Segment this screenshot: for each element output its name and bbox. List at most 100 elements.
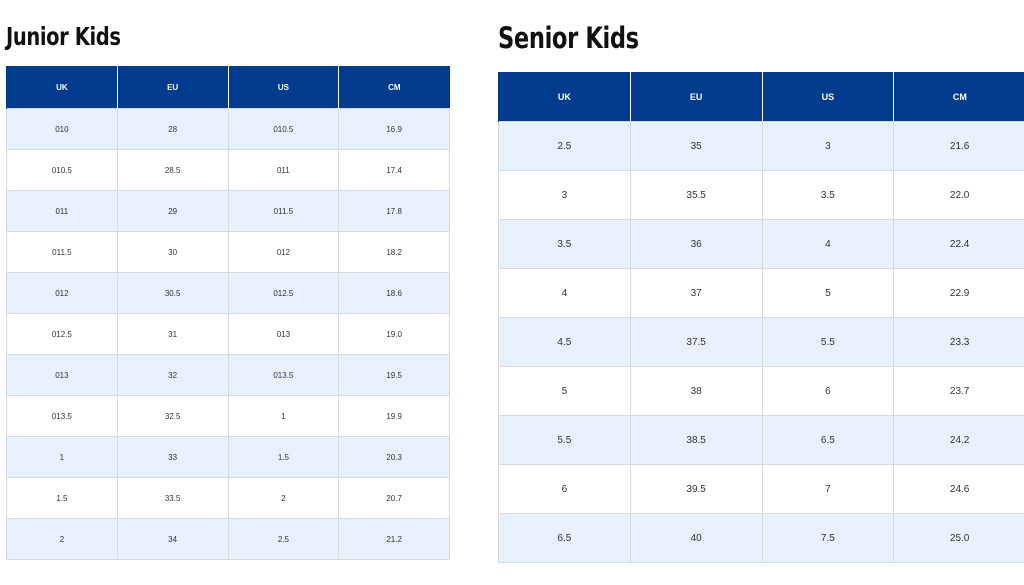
cell-uk: 010.5 (6, 149, 118, 191)
header-row: UK EU US CM (6, 66, 450, 109)
cell-us: 6.5 (761, 415, 895, 465)
table-row: 1 33 1.5 20.3 (6, 436, 450, 478)
cell-eu: 35 (629, 121, 763, 171)
table-row: 5 38 6 23.7 (498, 366, 1024, 416)
cell-uk: 010 (6, 108, 118, 150)
table-row: 010.5 28.5 011 17.4 (6, 149, 450, 191)
cell-us: 013 (227, 313, 340, 355)
junior-kids-size-table: UK EU US CM 010 28 010.5 16.9 010.5 28.5 011 17.4 0… (6, 66, 450, 560)
cell-uk: 4.5 (498, 317, 631, 367)
column-header-eu: EU (629, 72, 762, 122)
table-row: 013.5 32.5 1 19.9 (6, 395, 450, 437)
cell-cm: 23.3 (893, 317, 1024, 367)
cell-us: 6 (761, 366, 895, 416)
cell-uk: 1 (6, 436, 118, 478)
cell-eu: 30 (116, 231, 229, 273)
table-row: 012 30.5 012.5 18.6 (6, 272, 450, 314)
cell-uk: 013.5 (6, 395, 118, 437)
cell-cm: 25.0 (893, 513, 1024, 563)
table-row: 013 32 013.5 19.5 (6, 354, 450, 396)
cell-uk: 5 (498, 366, 631, 416)
cell-eu: 28 (116, 108, 229, 150)
column-header-uk: UK (6, 66, 118, 109)
cell-eu: 38 (629, 366, 763, 416)
cell-uk: 012 (6, 272, 118, 314)
table-row: 4 37 5 22.9 (498, 268, 1024, 318)
cell-cm: 18.6 (338, 272, 450, 314)
table-row: 3 35.5 3.5 22.0 (498, 170, 1024, 220)
cell-eu: 39.5 (629, 464, 763, 514)
table-row: 3.5 36 4 22.4 (498, 219, 1024, 269)
cell-cm: 21.2 (338, 518, 450, 560)
cell-us: 012.5 (227, 272, 340, 314)
cell-cm: 22.9 (893, 268, 1024, 318)
cell-cm: 23.7 (893, 366, 1024, 416)
cell-uk: 011 (6, 190, 118, 232)
cell-us: 010.5 (227, 108, 340, 150)
column-header-uk: UK (498, 72, 631, 122)
cell-eu: 36 (629, 219, 763, 269)
cell-cm: 22.0 (893, 170, 1024, 220)
column-header-cm: CM (893, 72, 1024, 122)
cell-us: 011 (227, 149, 340, 191)
table-row: 1.5 33.5 2 20.7 (6, 477, 450, 519)
cell-us: 011.5 (227, 190, 340, 232)
cell-cm: 21.6 (893, 121, 1024, 171)
cell-uk: 013 (6, 354, 118, 396)
cell-cm: 19.0 (338, 313, 450, 355)
cell-cm: 19.9 (338, 395, 450, 437)
cell-uk: 2.5 (498, 121, 631, 171)
column-header-us: US (227, 66, 339, 109)
cell-eu: 29 (116, 190, 229, 232)
table-row: 012.5 31 013 19.0 (6, 313, 450, 355)
table-row: 011.5 30 012 18.2 (6, 231, 450, 273)
cell-eu: 31 (116, 313, 229, 355)
cell-cm: 17.8 (338, 190, 450, 232)
cell-uk: 6.5 (498, 513, 631, 563)
cell-us: 1.5 (227, 436, 340, 478)
cell-eu: 37.5 (629, 317, 763, 367)
cell-uk: 011.5 (6, 231, 118, 273)
cell-us: 2.5 (227, 518, 340, 560)
cell-us: 7.5 (761, 513, 895, 563)
cell-us: 013.5 (227, 354, 340, 396)
cell-us: 7 (761, 464, 895, 514)
junior-kids-title: Junior Kids (6, 22, 121, 51)
cell-uk: 5.5 (498, 415, 631, 465)
cell-us: 012 (227, 231, 340, 273)
table-row: 010 28 010.5 16.9 (6, 108, 450, 150)
cell-eu: 30.5 (116, 272, 229, 314)
cell-us: 3.5 (761, 170, 895, 220)
cell-eu: 33.5 (116, 477, 229, 519)
cell-cm: 18.2 (338, 231, 450, 273)
cell-us: 3 (761, 121, 895, 171)
cell-cm: 17.4 (338, 149, 450, 191)
cell-us: 5.5 (761, 317, 895, 367)
table-row: 011 29 011.5 17.8 (6, 190, 450, 232)
cell-us: 1 (227, 395, 340, 437)
cell-cm: 19.5 (338, 354, 450, 396)
cell-eu: 34 (116, 518, 229, 560)
column-header-cm: CM (338, 66, 450, 109)
cell-cm: 20.7 (338, 477, 450, 519)
cell-uk: 6 (498, 464, 631, 514)
cell-cm: 16.9 (338, 108, 450, 150)
table-row: 5.5 38.5 6.5 24.2 (498, 415, 1024, 465)
cell-uk: 2 (6, 518, 118, 560)
cell-uk: 012.5 (6, 313, 118, 355)
column-header-eu: EU (116, 66, 228, 109)
cell-uk: 3 (498, 170, 631, 220)
cell-eu: 38.5 (629, 415, 763, 465)
cell-cm: 24.2 (893, 415, 1024, 465)
table-row: 6 39.5 7 24.6 (498, 464, 1024, 514)
table-row: 4.5 37.5 5.5 23.3 (498, 317, 1024, 367)
cell-eu: 40 (629, 513, 763, 563)
cell-eu: 37 (629, 268, 763, 318)
senior-kids-title: Senior Kids (498, 21, 639, 55)
cell-cm: 24.6 (893, 464, 1024, 514)
table-row: 2.5 35 3 21.6 (498, 121, 1024, 171)
cell-cm: 22.4 (893, 219, 1024, 269)
table-row: 6.5 40 7.5 25.0 (498, 513, 1024, 563)
cell-us: 5 (761, 268, 895, 318)
column-header-us: US (761, 72, 894, 122)
